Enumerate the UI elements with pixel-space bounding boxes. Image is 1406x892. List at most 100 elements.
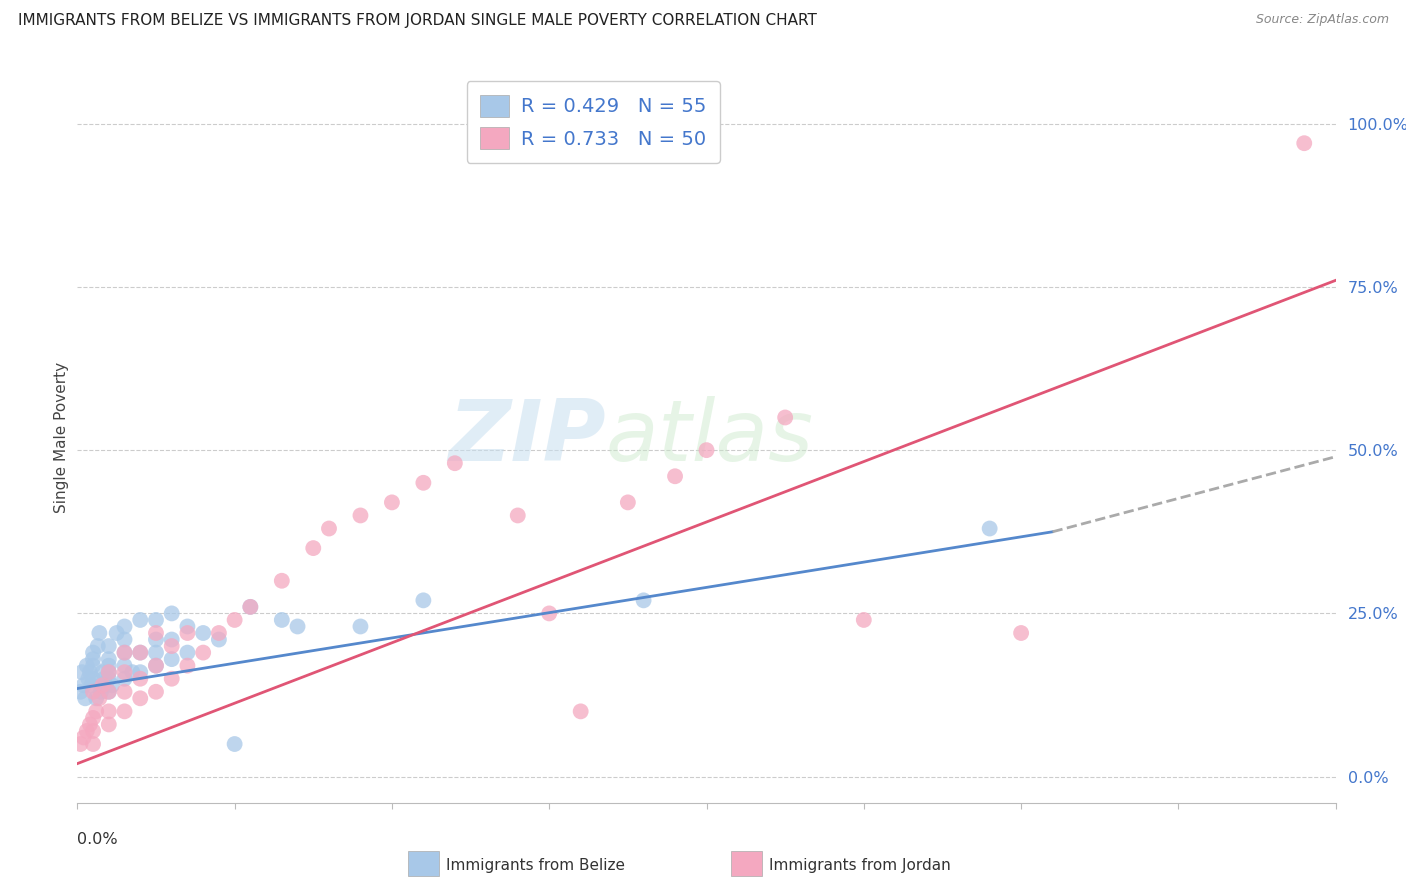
Point (270, 574, 292, 588)
Point (97, 658, 120, 673)
Point (89, 691, 111, 706)
Point (114, 646, 136, 660)
Text: 0.0%: 0.0% (77, 832, 118, 847)
Point (979, 521, 1001, 535)
Point (224, 613, 246, 627)
Point (318, 521, 340, 535)
Point (208, 626, 231, 640)
Point (129, 646, 152, 660)
Point (79, 717, 101, 731)
Point (145, 658, 167, 673)
Point (270, 613, 292, 627)
Point (97, 665, 120, 680)
Point (349, 508, 371, 523)
Point (176, 646, 198, 660)
Point (94, 678, 117, 692)
Point (76, 723, 98, 738)
Point (72, 731, 94, 745)
Point (91, 678, 114, 692)
Point (129, 613, 152, 627)
Point (129, 665, 152, 680)
Point (89, 626, 111, 640)
Point (302, 541, 325, 555)
Point (176, 626, 198, 640)
Point (129, 672, 152, 686)
Point (176, 619, 198, 633)
Point (129, 691, 152, 706)
Legend: R = 0.429   N = 55, R = 0.733   N = 50: R = 0.429 N = 55, R = 0.733 N = 50 (467, 81, 720, 163)
Point (444, 456, 467, 470)
Point (82, 672, 104, 686)
Point (97, 672, 120, 686)
Point (191, 646, 215, 660)
Point (160, 607, 183, 621)
Point (70, 665, 93, 680)
Point (121, 665, 143, 680)
Point (1010, 626, 1032, 640)
Point (82, 685, 104, 699)
Point (145, 632, 167, 647)
Point (101, 678, 124, 692)
Point (412, 475, 434, 490)
Point (75, 691, 97, 706)
Point (84, 691, 107, 706)
Point (145, 626, 167, 640)
Point (97, 717, 120, 731)
Point (287, 619, 309, 633)
Point (114, 705, 136, 719)
Point (381, 495, 404, 509)
Point (90, 685, 112, 699)
Point (145, 646, 167, 660)
Point (76, 658, 98, 673)
Point (569, 705, 592, 719)
Text: ZIP: ZIP (449, 395, 606, 479)
Point (82, 646, 104, 660)
Point (97, 685, 120, 699)
Point (349, 619, 371, 633)
Point (696, 443, 718, 458)
Point (93, 672, 115, 686)
Point (224, 737, 246, 751)
Point (852, 613, 875, 627)
Point (114, 685, 136, 699)
Point (97, 639, 120, 653)
Point (97, 652, 120, 666)
Point (97, 685, 120, 699)
Point (617, 495, 640, 509)
Text: IMMIGRANTS FROM BELIZE VS IMMIGRANTS FROM JORDAN SINGLE MALE POVERTY CORRELATION: IMMIGRANTS FROM BELIZE VS IMMIGRANTS FRO… (18, 13, 817, 29)
Point (160, 639, 183, 653)
Point (239, 599, 262, 614)
Point (69, 737, 91, 751)
Point (160, 672, 183, 686)
Y-axis label: Single Male Poverty: Single Male Poverty (53, 361, 69, 513)
Text: Source: ZipAtlas.com: Source: ZipAtlas.com (1256, 13, 1389, 27)
Point (97, 705, 120, 719)
Point (191, 626, 215, 640)
Point (160, 652, 183, 666)
Point (82, 737, 104, 751)
Text: Immigrants from Jordan: Immigrants from Jordan (769, 858, 950, 872)
Point (97, 665, 120, 680)
Point (91, 665, 114, 680)
Point (87, 639, 110, 653)
Point (77, 672, 100, 686)
Point (114, 619, 136, 633)
Point (72, 678, 94, 692)
Point (176, 658, 198, 673)
Point (114, 665, 136, 680)
Point (160, 632, 183, 647)
Point (208, 632, 231, 647)
Point (84, 705, 107, 719)
Point (633, 593, 655, 607)
Point (239, 599, 262, 614)
Point (1294, 136, 1316, 151)
Point (82, 711, 104, 725)
Text: Immigrants from Belize: Immigrants from Belize (446, 858, 624, 872)
Point (129, 646, 152, 660)
Point (412, 593, 434, 607)
Point (82, 652, 104, 666)
Point (82, 658, 104, 673)
Point (79, 665, 101, 680)
Point (114, 672, 136, 686)
Point (82, 723, 104, 738)
